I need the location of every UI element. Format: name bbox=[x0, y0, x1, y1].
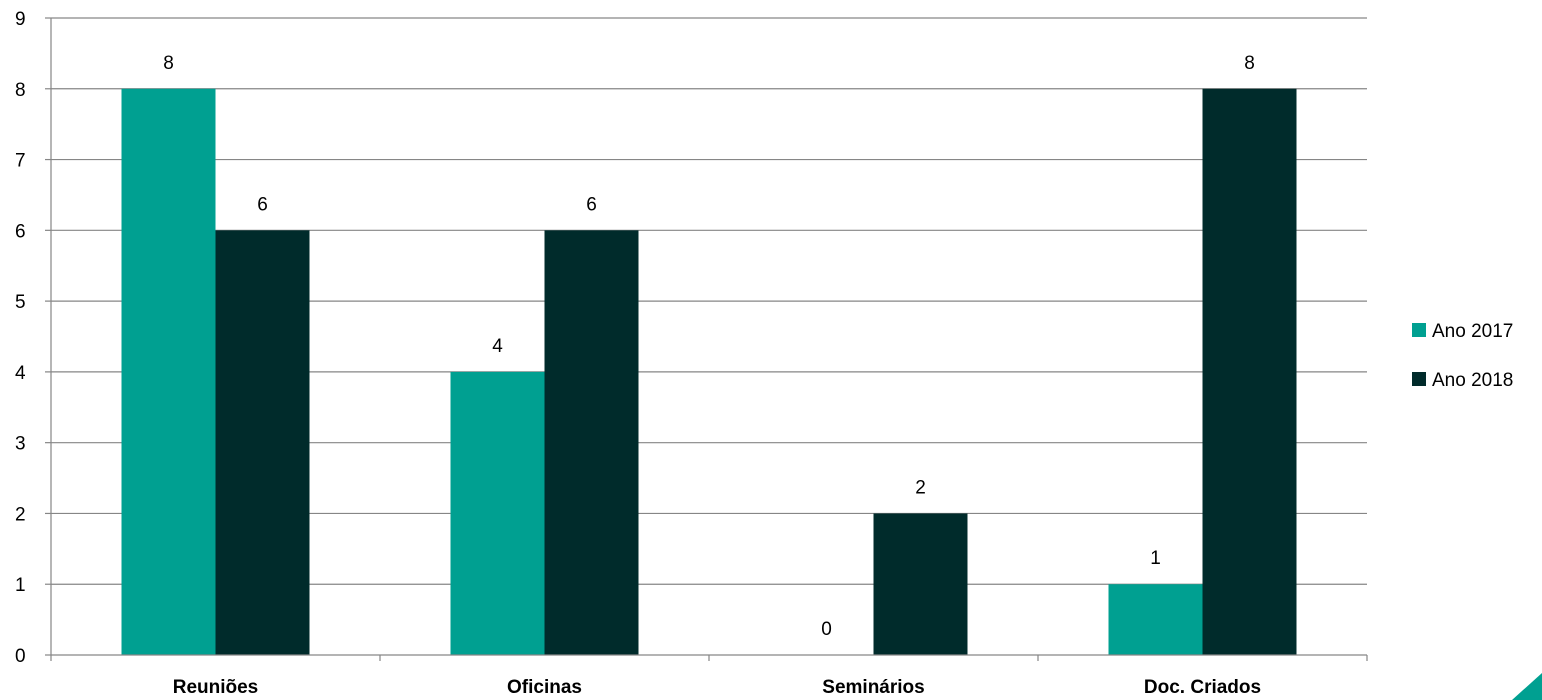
data-label: 1 bbox=[1150, 548, 1161, 569]
y-tick-label: 4 bbox=[15, 363, 26, 384]
labels: 0 1 2 3 4 5 6 7 8 9 8 6 Reuniões 4 6 Oficinas 0 2 Seminári… bbox=[15, 9, 1261, 698]
legend-swatch bbox=[1412, 323, 1426, 337]
data-label: 6 bbox=[257, 194, 268, 215]
y-tick-label: 2 bbox=[15, 504, 26, 525]
data-label: 8 bbox=[1244, 53, 1255, 74]
y-tick-label: 3 bbox=[15, 434, 26, 455]
category-label: Reuniões bbox=[173, 677, 259, 698]
y-tick-label: 9 bbox=[15, 9, 26, 30]
y-tick-label: 8 bbox=[15, 80, 26, 101]
y-tick-label: 6 bbox=[15, 221, 26, 242]
category-label: Seminários bbox=[822, 677, 924, 698]
data-label: 2 bbox=[915, 477, 926, 498]
bar-ano-2018 bbox=[544, 230, 639, 656]
bar-ano-2017 bbox=[1108, 584, 1203, 655]
y-tick-label: 7 bbox=[15, 151, 26, 172]
data-label: 0 bbox=[821, 619, 832, 640]
category-label: Doc. Criados bbox=[1144, 677, 1261, 698]
legend-swatch bbox=[1412, 372, 1426, 386]
legend-label: Ano 2017 bbox=[1432, 321, 1513, 342]
y-tick-label: 5 bbox=[15, 292, 26, 313]
data-label: 6 bbox=[586, 194, 597, 215]
data-label: 8 bbox=[163, 53, 174, 74]
data-label: 4 bbox=[492, 336, 503, 357]
bar-ano-2017 bbox=[450, 371, 545, 655]
legend: Ano 2017 Ano 2018 bbox=[1412, 321, 1513, 391]
y-tick-label: 0 bbox=[15, 646, 26, 667]
axes bbox=[45, 17, 1368, 661]
bar-ano-2017 bbox=[121, 88, 216, 656]
y-tick-label: 1 bbox=[15, 575, 26, 596]
bar-ano-2018 bbox=[215, 230, 310, 656]
bar-ano-2018 bbox=[1202, 88, 1297, 656]
bars bbox=[121, 88, 1297, 656]
category-label: Oficinas bbox=[507, 677, 582, 698]
bar-ano-2018 bbox=[873, 513, 968, 655]
legend-label: Ano 2018 bbox=[1432, 370, 1513, 391]
corner-accent-decoration bbox=[1512, 673, 1542, 700]
